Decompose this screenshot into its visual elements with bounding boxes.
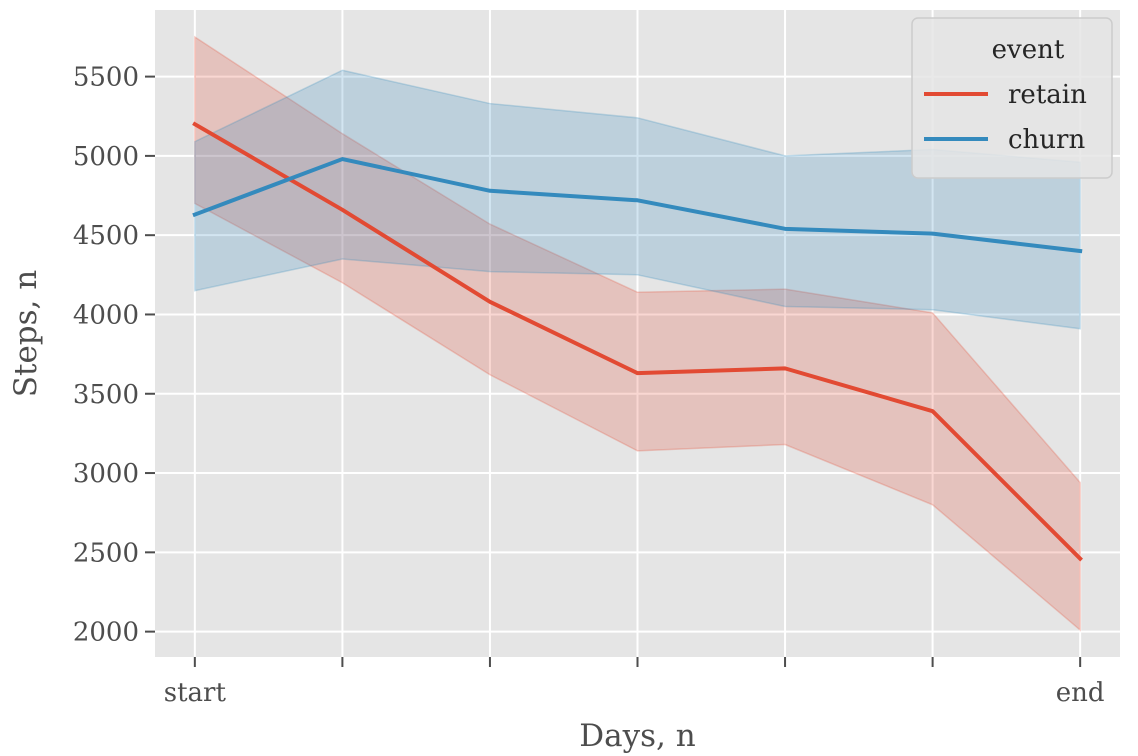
series-line-retain [192,121,1083,562]
y-tick-label-1: 2500 [73,538,139,568]
x-tick-label-0: start [164,678,227,708]
y-tick-label-5: 4500 [73,221,139,251]
y-tick-label-2: 3000 [73,459,139,489]
y-axis-title: Steps, n [8,270,44,398]
x-axis-title: Days, n [579,718,695,754]
legend-label-churn: churn [1008,125,1085,155]
legend-label-retain: retain [1008,80,1087,110]
y-tick-label-4: 4000 [73,300,139,330]
axes: 2000 2500 3000 3500 4000 4500 5000 5500 start end… [8,63,1105,754]
y-tick-label-3: 3500 [73,380,139,410]
legend-title: event [992,35,1065,65]
x-tick-label-6: end [1056,678,1105,708]
grid-lines [155,10,1120,657]
confidence-band-retain [194,35,1081,632]
series-line-churn [192,157,1083,254]
y-tick-label-7: 5500 [73,63,139,93]
legend: event retain churn [911,17,1113,179]
series-lines [192,121,1083,562]
y-tick-label-0: 2000 [73,618,139,648]
y-tick-label-6: 5000 [73,142,139,172]
